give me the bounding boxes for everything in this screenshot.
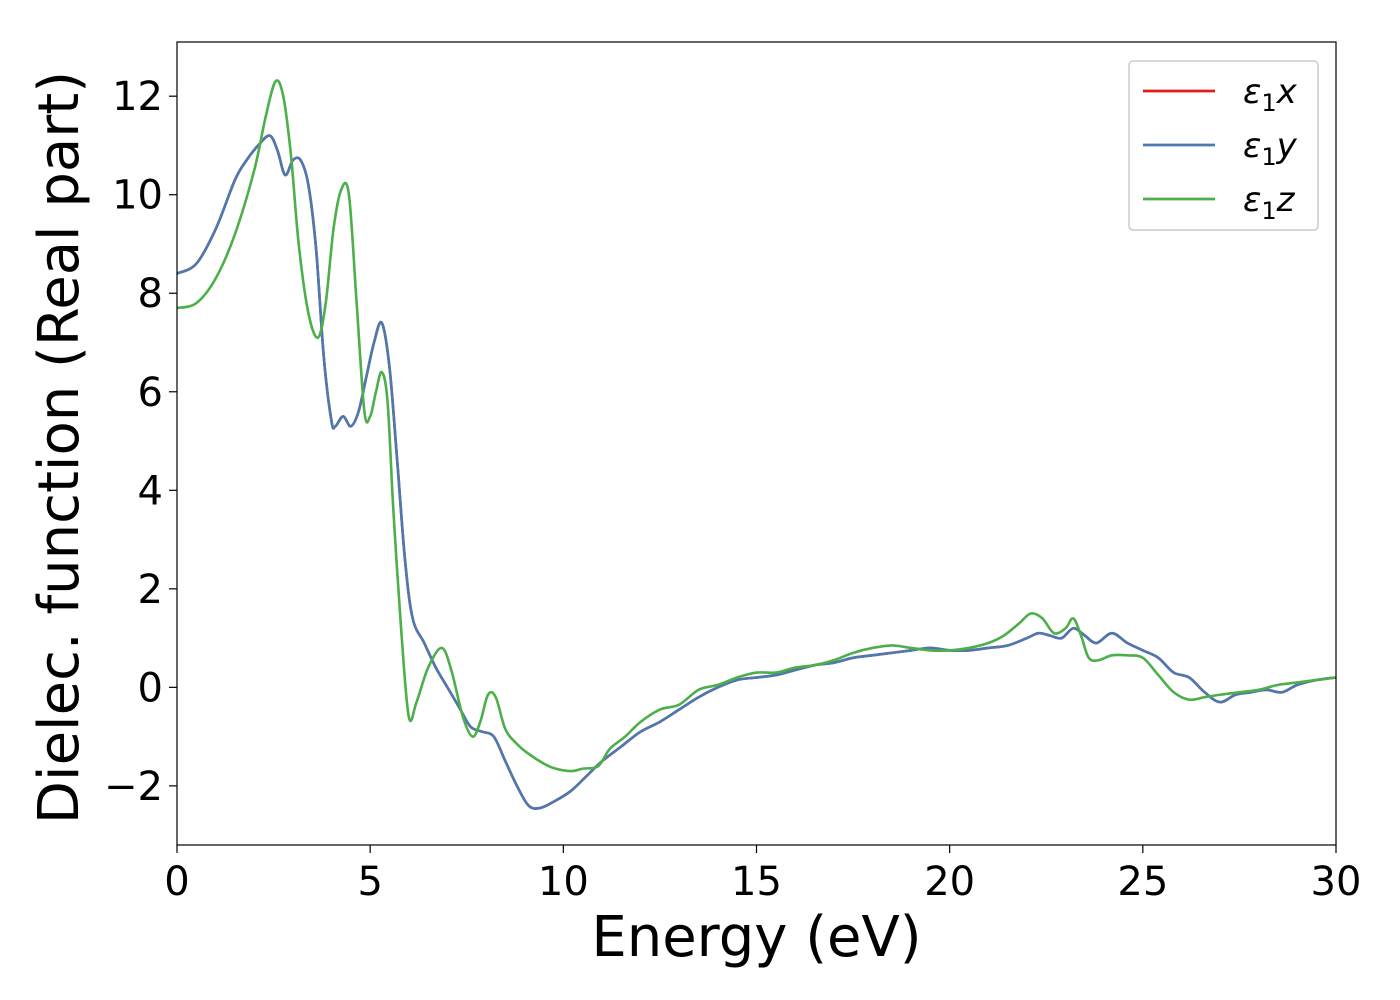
y-tick-label: 10 [112, 173, 163, 219]
legend-entry: ε1y [1243, 126, 1298, 171]
y-tick-label: 4 [138, 468, 163, 514]
series-line-y [177, 134, 1336, 810]
series-layer [177, 79, 1336, 810]
y-tick-label: 6 [138, 370, 163, 416]
x-tick-label: 25 [1117, 859, 1168, 905]
x-axis-ticks: 0 5 10 15 20 25 30 [164, 845, 1361, 905]
x-tick-label: 0 [164, 859, 189, 905]
x-tick-label: 10 [538, 859, 589, 905]
y-axis-title: Dielec. function (Real part) [27, 71, 92, 824]
y-tick-label: 0 [138, 665, 163, 711]
x-tick-label: 5 [357, 859, 382, 905]
y-tick-label: −2 [104, 764, 163, 810]
x-axis-title: Energy (eV) [591, 905, 921, 970]
series-line-x [177, 134, 1336, 810]
legend-entry: ε1x [1243, 72, 1298, 117]
series-line-z [177, 79, 1336, 773]
y-tick-label: 12 [112, 74, 163, 120]
x-tick-label: 30 [1311, 859, 1362, 905]
x-tick-label: 20 [924, 859, 975, 905]
legend: ε1x ε1y ε1z [1128, 60, 1319, 231]
x-tick-label: 15 [731, 859, 782, 905]
legend-box [1128, 60, 1319, 231]
y-axis-ticks: −2 0 2 4 6 8 10 12 [104, 74, 177, 810]
y-tick-label: 2 [138, 567, 163, 613]
y-tick-label: 8 [138, 271, 163, 317]
legend-entry: ε1z [1243, 180, 1296, 225]
